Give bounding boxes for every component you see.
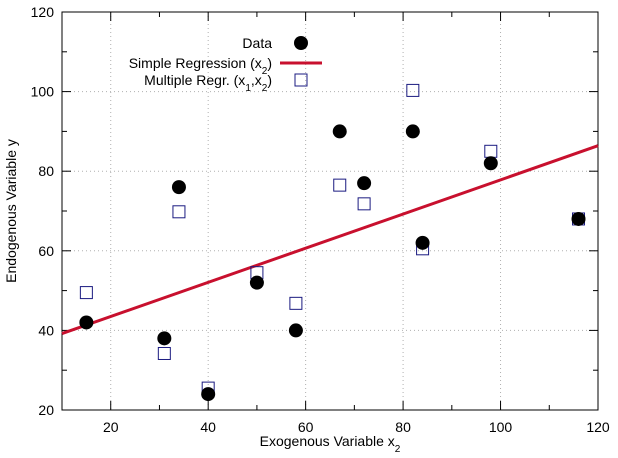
data-point [357, 176, 372, 191]
axis-ticks [61, 11, 599, 411]
data-point [571, 211, 586, 226]
data-point [157, 331, 172, 346]
legend-markers [280, 36, 322, 87]
legend-entry-simple-regression: Simple Regression (x2) [129, 55, 272, 77]
x-tick-labels: 20 40 60 80 100 120 [103, 419, 610, 435]
data-point [483, 156, 498, 171]
data-point [249, 275, 264, 290]
y-tick-label: 120 [31, 4, 55, 20]
data-point [415, 235, 430, 250]
y-tick-label: 40 [38, 322, 54, 338]
data-point [332, 124, 347, 139]
multiple-regression-point [79, 286, 93, 300]
data-point [171, 180, 186, 195]
grid [62, 12, 598, 410]
y-tick-label: 60 [38, 243, 54, 259]
regression-line [61, 144, 599, 335]
legend-entry-data: Data [242, 35, 272, 51]
data-point [79, 315, 94, 330]
x-tick-label: 80 [395, 419, 411, 435]
y-tick-labels: 20 40 60 80 100 120 [31, 4, 55, 418]
legend-marker-data [294, 36, 308, 50]
y-tick-label: 20 [38, 402, 54, 418]
legend: Data Simple Regression (x2) Multiple Reg… [129, 35, 322, 94]
y-tick-label: 100 [31, 84, 55, 100]
y-axis-label: Endogenous Variable y [3, 139, 19, 283]
data-point [288, 323, 303, 338]
multiple-regression-point [357, 197, 371, 211]
data-point [405, 124, 420, 139]
legend-marker-multiple-regression [294, 73, 308, 87]
x-tick-label: 100 [489, 419, 513, 435]
data-point [201, 387, 216, 402]
multiple-regression-point [406, 83, 420, 97]
x-axis-label: Exogenous Variable x2 [260, 433, 401, 455]
x-tick-label: 120 [586, 419, 610, 435]
multiple-regression-point [333, 178, 347, 192]
multiple-regression-point [289, 296, 303, 310]
multiple-regression-point [484, 144, 498, 158]
legend-entry-multiple-regression: Multiple Regr. (x1,x2) [144, 72, 272, 94]
series [61, 83, 599, 402]
multiple-regression-point [157, 346, 171, 360]
x-tick-label: 60 [298, 419, 314, 435]
plot-frame [61, 11, 599, 411]
y-tick-label: 80 [38, 163, 54, 179]
multiple-regression-point [172, 205, 186, 219]
x-tick-label: 20 [103, 419, 119, 435]
x-tick-label: 40 [200, 419, 216, 435]
